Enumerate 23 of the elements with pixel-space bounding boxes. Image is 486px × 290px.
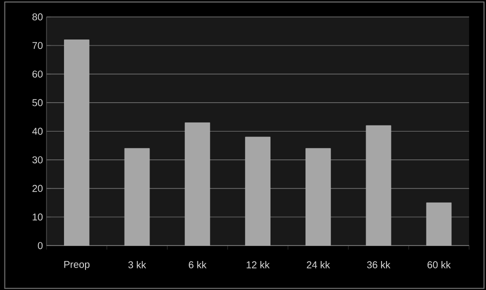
y-tick-label: 40	[32, 128, 43, 135]
x-tick-label: 60 kk	[428, 260, 451, 268]
y-tick-label: 30	[32, 156, 43, 164]
x-tick-label: 36 kk	[367, 260, 390, 268]
x-tick-label: 3 kk	[128, 260, 146, 268]
y-tick-label: 10	[32, 213, 43, 220]
bar	[366, 125, 392, 246]
bar	[245, 136, 270, 246]
bar	[184, 122, 210, 246]
x-tick-label: 12 kk	[246, 260, 270, 268]
bar	[124, 148, 150, 246]
y-tick-label: 20	[32, 184, 43, 192]
x-tick-label: Preop	[64, 260, 90, 270]
y-tick-label: 70	[32, 42, 43, 49]
y-tick-label: 0	[38, 242, 43, 249]
bar	[426, 202, 452, 246]
y-tick-label: 80	[32, 13, 43, 20]
y-tick-label: 50	[32, 98, 43, 106]
bar	[64, 39, 90, 246]
x-tick-label: 24 kk	[306, 260, 330, 268]
bar	[306, 148, 331, 246]
x-tick-label: 6 kk	[188, 260, 207, 268]
y-tick-label: 60	[32, 70, 43, 78]
